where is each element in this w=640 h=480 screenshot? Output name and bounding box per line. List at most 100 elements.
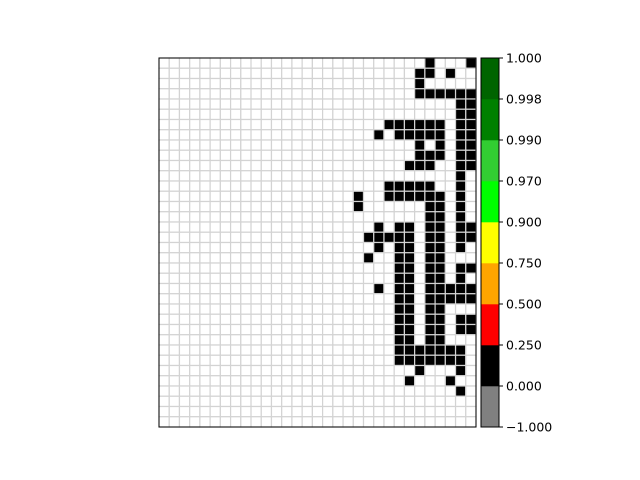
colorbar-band <box>481 263 499 305</box>
heatmap-cell-empty <box>240 221 252 233</box>
heatmap-cell-filled <box>403 272 416 285</box>
heatmap-cell-empty <box>219 416 232 428</box>
heatmap-cell-filled <box>454 108 467 121</box>
heatmap-cell-empty <box>301 272 313 285</box>
heatmap-cell-empty <box>250 77 262 90</box>
heatmap-cell-empty <box>373 118 385 131</box>
heatmap-cell-empty <box>281 364 293 377</box>
heatmap-cell-empty <box>414 252 426 264</box>
heatmap-cell-empty <box>229 221 242 233</box>
heatmap-cell-empty <box>168 170 181 182</box>
heatmap-cell-empty <box>301 211 313 223</box>
heatmap-cell-empty <box>332 293 344 305</box>
heatmap-cell-empty <box>209 364 221 377</box>
heatmap-cell-filled <box>454 98 467 110</box>
heatmap-cell-empty <box>229 252 242 264</box>
heatmap-cell-empty <box>444 98 457 110</box>
heatmap-cell-empty <box>414 231 426 244</box>
heatmap-cell-empty <box>332 118 344 131</box>
heatmap-cell-empty <box>281 262 293 274</box>
heatmap-cell-empty <box>168 221 181 233</box>
heatmap-cell-empty <box>301 149 313 162</box>
heatmap-cell-empty <box>229 77 242 90</box>
heatmap-cell-empty <box>158 190 170 203</box>
heatmap-cell-empty <box>414 313 426 326</box>
heatmap-cell-empty <box>189 323 201 336</box>
heatmap-cell-empty <box>393 98 406 110</box>
heatmap-cell-empty <box>332 200 344 213</box>
heatmap-cell-empty <box>199 334 211 346</box>
heatmap-cell-filled <box>424 282 436 295</box>
heatmap-cell-filled <box>434 149 446 162</box>
heatmap-cell-empty <box>291 272 303 285</box>
heatmap-cell-empty <box>270 57 283 69</box>
heatmap-cell-empty <box>219 98 232 110</box>
heatmap-cell-empty <box>301 282 313 295</box>
heatmap-cell-empty <box>209 200 221 213</box>
heatmap-cell-empty <box>291 364 303 377</box>
heatmap-cell-filled <box>414 139 426 151</box>
heatmap-cell-empty <box>199 272 211 285</box>
heatmap-cell-empty <box>332 67 344 80</box>
heatmap-cell-empty <box>209 170 221 182</box>
heatmap-cell-empty <box>199 200 211 213</box>
heatmap-cell-filled <box>465 129 477 141</box>
heatmap-cell-empty <box>424 77 436 90</box>
heatmap-cell-empty <box>352 344 365 356</box>
heatmap-cell-empty <box>219 375 232 387</box>
heatmap-cell-filled <box>414 129 426 141</box>
heatmap-cell-empty <box>158 375 170 387</box>
heatmap-cell-filled <box>414 344 426 356</box>
heatmap-cell-empty <box>168 241 181 254</box>
heatmap-cell-empty <box>260 149 273 162</box>
heatmap-cell-empty <box>178 190 191 203</box>
heatmap-cell-filled <box>444 282 457 295</box>
heatmap-cell-empty <box>393 88 406 100</box>
heatmap-cell-empty <box>189 159 201 172</box>
heatmap-cell-empty <box>270 323 283 336</box>
heatmap-cell-empty <box>342 262 354 274</box>
heatmap-cell-empty <box>342 190 354 203</box>
heatmap-cell-filled <box>424 293 436 305</box>
heatmap-cell-empty <box>362 334 375 346</box>
heatmap-cell-empty <box>414 385 426 397</box>
heatmap-cell-filled <box>403 303 416 315</box>
heatmap-cell-empty <box>219 221 232 233</box>
heatmap-cell-empty <box>178 67 191 80</box>
heatmap-cell-filled <box>393 231 406 244</box>
heatmap-cell-empty <box>291 190 303 203</box>
heatmap-cell-filled <box>465 323 477 336</box>
heatmap-cell-empty <box>332 252 344 264</box>
heatmap-cell-empty <box>158 241 170 254</box>
heatmap-cell-empty <box>454 395 467 408</box>
heatmap-cell-empty <box>240 159 252 172</box>
heatmap-cell-empty <box>178 344 191 356</box>
heatmap-cell-empty <box>270 200 283 213</box>
heatmap-cell-empty <box>219 108 232 121</box>
heatmap-cell-empty <box>209 77 221 90</box>
heatmap-cell-empty <box>454 334 467 346</box>
heatmap-cell-filled <box>403 354 416 367</box>
heatmap-cell-empty <box>362 282 375 295</box>
heatmap-cell-empty <box>219 313 232 326</box>
heatmap-cell-empty <box>332 272 344 285</box>
heatmap-cell-empty <box>240 108 252 121</box>
heatmap-cell-empty <box>465 77 477 90</box>
heatmap-cell-empty <box>240 170 252 182</box>
heatmap-cell-empty <box>240 272 252 285</box>
heatmap-cell-empty <box>352 231 365 244</box>
heatmap-cell-empty <box>322 190 334 203</box>
heatmap-cell-empty <box>332 149 344 162</box>
heatmap-cell-empty <box>199 303 211 315</box>
heatmap-cell-empty <box>342 57 354 69</box>
heatmap-cell-empty <box>322 375 334 387</box>
heatmap-cell-empty <box>373 334 385 346</box>
heatmap-cell-empty <box>362 180 375 192</box>
heatmap-cell-empty <box>260 98 273 110</box>
heatmap-cell-empty <box>332 98 344 110</box>
heatmap-cell-empty <box>322 395 334 408</box>
heatmap-cell-empty <box>260 211 273 223</box>
heatmap-cell-empty <box>434 385 446 397</box>
heatmap-cell-empty <box>322 211 334 223</box>
colorbar-tick-label: 0.970 <box>506 174 542 189</box>
